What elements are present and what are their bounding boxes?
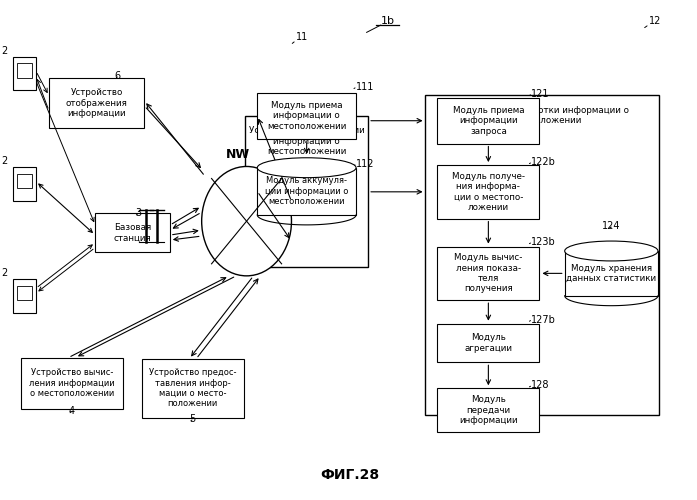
Text: 122b: 122b [531,157,556,167]
FancyBboxPatch shape [437,388,539,432]
FancyBboxPatch shape [437,324,539,362]
FancyBboxPatch shape [49,78,144,128]
Text: 128: 128 [531,380,550,390]
Text: Модуль
агрегации: Модуль агрегации [464,334,512,352]
Text: Модуль вычис-
ления показа-
теля
получения: Модуль вычис- ления показа- теля получен… [454,254,523,294]
Text: 4: 4 [69,406,75,416]
Text: Устройство
отображения
информации: Устройство отображения информации [66,88,128,118]
Text: 121: 121 [531,89,550,99]
Text: Базовая
станция: Базовая станция [114,223,151,242]
Text: Модуль
передачи
информации: Модуль передачи информации [459,395,518,425]
FancyBboxPatch shape [95,213,170,252]
Text: 2: 2 [1,156,8,166]
Text: Модуль хранения
данных статистики: Модуль хранения данных статистики [566,264,657,283]
Text: 112: 112 [355,159,374,169]
Text: 12: 12 [650,16,661,26]
Text: 127b: 127b [531,314,556,324]
Text: 111: 111 [355,82,374,92]
Text: Модуль получе-
ния информа-
ции о местопо-
ложении: Модуль получе- ния информа- ции о местоп… [452,172,525,212]
FancyBboxPatch shape [425,94,659,415]
Text: 6: 6 [114,71,121,81]
FancyBboxPatch shape [141,359,244,418]
FancyBboxPatch shape [437,246,539,300]
FancyBboxPatch shape [21,358,123,409]
Text: Устройство предос-
тавления инфор-
мации о место-
положении: Устройство предос- тавления инфор- мации… [149,368,236,408]
Text: ФИГ.28: ФИГ.28 [321,468,380,481]
FancyBboxPatch shape [13,56,36,90]
Text: 124: 124 [602,221,620,231]
Ellipse shape [257,158,356,178]
Text: Устройство вычис-
ления информации
о местоположении: Устройство вычис- ления информации о мес… [29,368,114,398]
Text: 1b: 1b [381,16,395,26]
Text: Устройство аккумуляции
информации о
местоположении: Устройство аккумуляции информации о мест… [249,126,365,156]
Text: Модуль приема
информации о
местоположении: Модуль приема информации о местоположени… [267,101,346,130]
Ellipse shape [201,166,291,276]
Text: 3: 3 [135,208,141,218]
FancyBboxPatch shape [17,286,31,300]
Text: 2: 2 [1,268,8,278]
FancyBboxPatch shape [17,174,31,188]
Text: 2: 2 [1,46,8,56]
Text: 5: 5 [190,414,196,424]
FancyBboxPatch shape [245,116,368,267]
Text: Модуль аккумуля-
ции информации о
местоположении: Модуль аккумуля- ции информации о местоп… [265,176,348,206]
FancyBboxPatch shape [437,165,539,218]
Ellipse shape [565,241,658,261]
Text: Устройство обработки информации о
местоположении: Устройство обработки информации о местоп… [456,106,629,125]
FancyBboxPatch shape [565,251,658,296]
FancyBboxPatch shape [437,98,539,144]
Text: 11: 11 [296,32,308,42]
FancyBboxPatch shape [257,93,356,138]
Text: NW: NW [227,148,250,160]
FancyBboxPatch shape [17,64,31,78]
FancyBboxPatch shape [257,168,356,215]
FancyBboxPatch shape [13,279,36,312]
Text: 123b: 123b [531,237,556,247]
FancyBboxPatch shape [13,167,36,201]
Text: Модуль приема
информации
запроса: Модуль приема информации запроса [452,106,524,136]
